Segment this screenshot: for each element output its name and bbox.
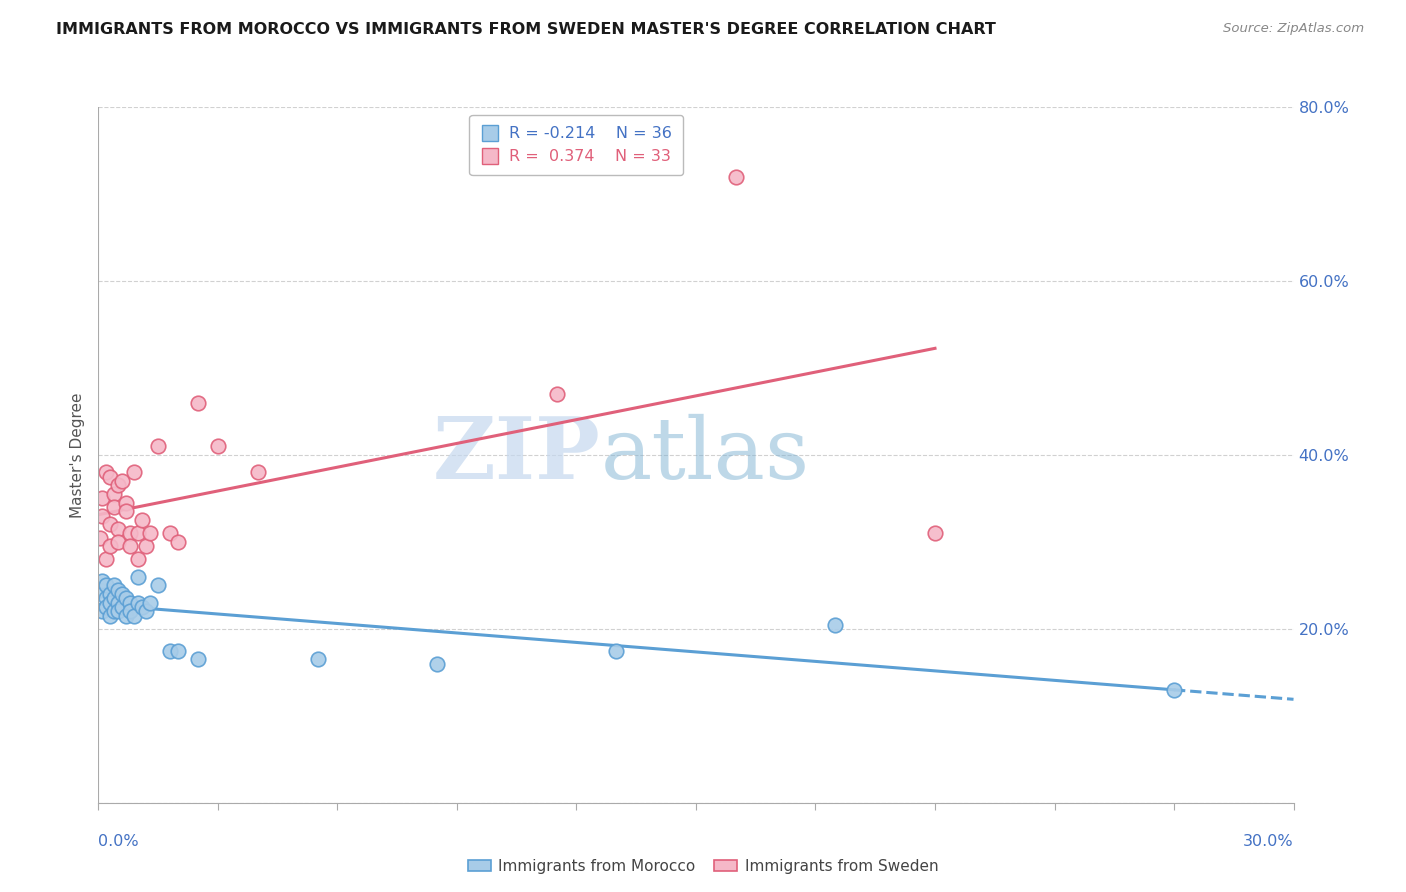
Point xyxy=(96,466,118,480)
Point xyxy=(127,570,149,584)
Point xyxy=(120,596,142,610)
Point xyxy=(120,526,142,541)
Point xyxy=(187,652,209,666)
Point xyxy=(103,500,125,514)
Point xyxy=(100,587,122,601)
Point xyxy=(100,596,122,610)
Point xyxy=(159,526,181,541)
Point xyxy=(159,643,181,657)
Point xyxy=(148,439,170,453)
Point xyxy=(605,643,627,657)
Point xyxy=(139,596,162,610)
Text: atlas: atlas xyxy=(600,413,810,497)
Point xyxy=(207,439,229,453)
Point xyxy=(127,596,149,610)
Point xyxy=(103,487,125,501)
Point xyxy=(924,526,946,541)
Point xyxy=(139,526,162,541)
Point xyxy=(100,469,122,483)
Point xyxy=(546,387,568,401)
Y-axis label: Master's Degree: Master's Degree xyxy=(70,392,86,517)
Point xyxy=(111,474,134,488)
Legend: Immigrants from Morocco, Immigrants from Sweden: Immigrants from Morocco, Immigrants from… xyxy=(461,853,945,880)
Point xyxy=(131,513,153,527)
Point xyxy=(103,578,125,592)
Point xyxy=(107,596,129,610)
Point xyxy=(107,605,129,619)
Point xyxy=(824,617,846,632)
Text: 0.0%: 0.0% xyxy=(98,834,139,849)
Point xyxy=(100,517,122,532)
Point xyxy=(91,574,114,588)
Point xyxy=(115,504,138,518)
Point xyxy=(127,552,149,566)
Point xyxy=(120,539,142,553)
Point xyxy=(307,652,329,666)
Text: IMMIGRANTS FROM MOROCCO VS IMMIGRANTS FROM SWEDEN MASTER'S DEGREE CORRELATION CH: IMMIGRANTS FROM MOROCCO VS IMMIGRANTS FR… xyxy=(56,22,995,37)
Point xyxy=(100,539,122,553)
Point xyxy=(120,605,142,619)
Text: ZIP: ZIP xyxy=(433,413,600,497)
Point xyxy=(89,531,111,545)
Point xyxy=(187,396,209,410)
Point xyxy=(111,600,134,615)
Point xyxy=(91,491,114,506)
Point xyxy=(91,605,114,619)
Point xyxy=(131,600,153,615)
Point xyxy=(107,478,129,492)
Point xyxy=(96,552,118,566)
Point xyxy=(96,578,118,592)
Point xyxy=(115,608,138,623)
Point xyxy=(127,526,149,541)
Point xyxy=(124,466,146,480)
Point xyxy=(91,508,114,523)
Point xyxy=(124,608,146,623)
Point xyxy=(135,605,157,619)
Point xyxy=(115,591,138,606)
Point xyxy=(107,582,129,597)
Point xyxy=(103,591,125,606)
Point xyxy=(135,539,157,553)
Point xyxy=(426,657,449,671)
Point xyxy=(724,169,747,184)
Point xyxy=(103,605,125,619)
Point xyxy=(107,534,129,549)
Legend: R = -0.214    N = 36, R =  0.374    N = 33: R = -0.214 N = 36, R = 0.374 N = 33 xyxy=(470,115,683,176)
Point xyxy=(100,608,122,623)
Point xyxy=(1163,682,1185,697)
Point xyxy=(115,496,138,510)
Point xyxy=(167,643,190,657)
Point xyxy=(167,534,190,549)
Point xyxy=(148,578,170,592)
Point xyxy=(96,600,118,615)
Point xyxy=(89,582,111,597)
Text: Source: ZipAtlas.com: Source: ZipAtlas.com xyxy=(1223,22,1364,36)
Point xyxy=(246,466,269,480)
Point xyxy=(96,591,118,606)
Text: 30.0%: 30.0% xyxy=(1243,834,1294,849)
Point xyxy=(111,587,134,601)
Point xyxy=(107,522,129,536)
